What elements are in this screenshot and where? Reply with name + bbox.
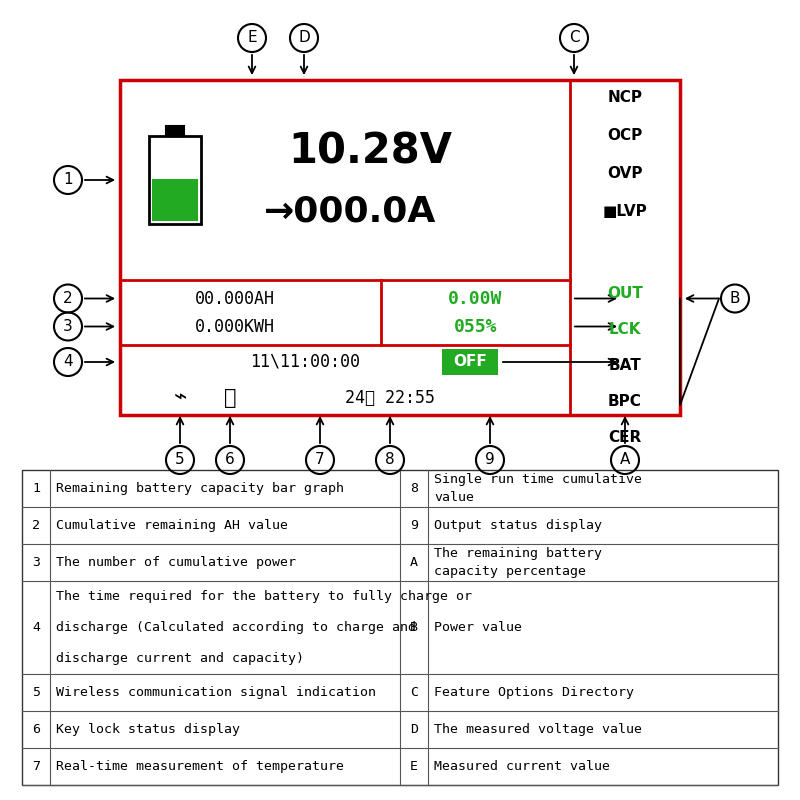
Text: 0.00W: 0.00W <box>448 290 502 307</box>
Text: 9: 9 <box>485 453 495 467</box>
Text: Remaining battery capacity bar graph: Remaining battery capacity bar graph <box>56 482 344 495</box>
Bar <box>152 178 198 221</box>
Text: OCP: OCP <box>607 129 642 143</box>
Bar <box>120 80 680 415</box>
Text: Feature Options Directory: Feature Options Directory <box>434 686 634 699</box>
Text: Measured current value: Measured current value <box>434 760 610 773</box>
Bar <box>149 136 201 224</box>
Text: The number of cumulative power: The number of cumulative power <box>56 556 296 569</box>
Text: discharge current and capacity): discharge current and capacity) <box>56 652 304 665</box>
Text: →000.0A: →000.0A <box>264 195 436 229</box>
Text: OFF: OFF <box>453 354 487 370</box>
Text: CER: CER <box>608 430 642 446</box>
Text: Output status display: Output status display <box>434 519 602 532</box>
Text: 4: 4 <box>32 621 40 634</box>
Text: Real-time measurement of temperature: Real-time measurement of temperature <box>56 760 344 773</box>
Text: 4: 4 <box>63 354 73 370</box>
Text: The time required for the battery to fully charge or: The time required for the battery to ful… <box>56 590 472 603</box>
Text: OUT: OUT <box>607 286 643 302</box>
Text: value: value <box>434 491 474 504</box>
Text: C: C <box>410 686 418 699</box>
Text: 3: 3 <box>32 556 40 569</box>
Text: 8: 8 <box>385 453 395 467</box>
Text: ⌁: ⌁ <box>174 388 186 408</box>
Text: Key lock status display: Key lock status display <box>56 723 240 736</box>
Text: D: D <box>298 30 310 46</box>
Text: 2: 2 <box>32 519 40 532</box>
Text: discharge (Calculated according to charge and: discharge (Calculated according to charg… <box>56 621 416 634</box>
Text: E: E <box>247 30 257 46</box>
Text: B: B <box>730 291 740 306</box>
Text: Wireless communication signal indication: Wireless communication signal indication <box>56 686 376 699</box>
Text: B: B <box>410 621 418 634</box>
Text: 🔒: 🔒 <box>224 388 236 408</box>
Text: NCP: NCP <box>607 90 642 106</box>
Text: 8: 8 <box>410 482 418 495</box>
Bar <box>22 470 778 785</box>
Text: 5: 5 <box>32 686 40 699</box>
Text: E: E <box>410 760 418 773</box>
Text: 055%: 055% <box>454 318 498 335</box>
Text: 7: 7 <box>32 760 40 773</box>
Text: 1: 1 <box>32 482 40 495</box>
Bar <box>442 349 498 375</box>
Text: BPC: BPC <box>608 394 642 410</box>
Text: BAT: BAT <box>609 358 642 374</box>
Text: D: D <box>410 723 418 736</box>
Text: Power value: Power value <box>434 621 522 634</box>
Text: 10.28V: 10.28V <box>288 131 452 173</box>
Text: ■LVP: ■LVP <box>602 205 647 219</box>
Text: 11\11:00:00: 11\11:00:00 <box>250 353 360 371</box>
Text: 9: 9 <box>410 519 418 532</box>
Text: 6: 6 <box>225 453 235 467</box>
Text: 5: 5 <box>175 453 185 467</box>
Text: C: C <box>569 30 579 46</box>
Text: 0.000KWH: 0.000KWH <box>195 318 275 335</box>
Text: LCK: LCK <box>609 322 642 338</box>
Text: capacity percentage: capacity percentage <box>434 566 586 578</box>
Text: 1: 1 <box>63 173 73 187</box>
Bar <box>166 126 184 136</box>
Text: 7: 7 <box>315 453 325 467</box>
Text: 2: 2 <box>63 291 73 306</box>
Text: The remaining battery: The remaining battery <box>434 547 602 560</box>
Text: Single run time cumulative: Single run time cumulative <box>434 473 642 486</box>
Text: A: A <box>620 453 630 467</box>
Text: 00.000AH: 00.000AH <box>195 290 275 307</box>
Text: 6: 6 <box>32 723 40 736</box>
Text: 24℃ 22:55: 24℃ 22:55 <box>345 389 435 407</box>
Text: Cumulative remaining AH value: Cumulative remaining AH value <box>56 519 288 532</box>
Text: The measured voltage value: The measured voltage value <box>434 723 642 736</box>
Text: 3: 3 <box>63 319 73 334</box>
Text: OVP: OVP <box>607 166 642 182</box>
Text: A: A <box>410 556 418 569</box>
